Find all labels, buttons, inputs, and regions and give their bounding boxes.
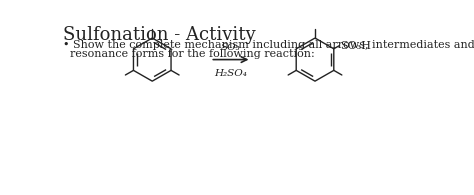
Text: H₂SO₄: H₂SO₄: [214, 69, 247, 78]
Text: SO₃: SO₃: [221, 43, 240, 52]
Text: Sulfonation - Activity: Sulfonation - Activity: [63, 26, 256, 44]
Text: SO₃H: SO₃H: [340, 41, 371, 51]
Text: resonance forms for the following reaction:: resonance forms for the following reacti…: [63, 49, 315, 59]
Text: • Show the complete mechanism including all arrows, intermediates and: • Show the complete mechanism including …: [63, 40, 474, 50]
